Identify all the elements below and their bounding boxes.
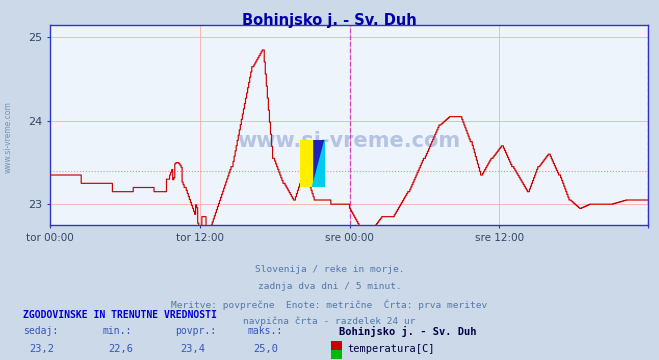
Polygon shape [312,140,325,187]
Text: maks.:: maks.: [247,326,282,336]
Text: 23,2: 23,2 [29,344,54,354]
Text: www.si-vreme.com: www.si-vreme.com [237,131,461,151]
Text: Meritve: povprečne  Enote: metrične  Črta: prva meritev: Meritve: povprečne Enote: metrične Črta:… [171,299,488,310]
Text: min.:: min.: [102,326,132,336]
Text: ZGODOVINSKE IN TRENUTNE VREDNOSTI: ZGODOVINSKE IN TRENUTNE VREDNOSTI [23,310,217,320]
Text: temperatura[C]: temperatura[C] [347,344,435,354]
Text: Slovenija / reke in morje.: Slovenija / reke in morje. [255,265,404,274]
Text: Bohinjsko j. - Sv. Duh: Bohinjsko j. - Sv. Duh [242,13,417,28]
Text: 23,4: 23,4 [181,344,206,354]
Text: zadnja dva dni / 5 minut.: zadnja dva dni / 5 minut. [258,282,401,291]
Text: 22,6: 22,6 [108,344,133,354]
Text: www.si-vreme.com: www.si-vreme.com [3,101,13,173]
Text: 25,0: 25,0 [253,344,278,354]
Text: Bohinjsko j. - Sv. Duh: Bohinjsko j. - Sv. Duh [339,326,477,337]
Text: navpična črta - razdelek 24 ur: navpična črta - razdelek 24 ur [243,316,416,326]
Text: sedaj:: sedaj: [23,326,58,336]
Text: povpr.:: povpr.: [175,326,215,336]
Bar [300,140,312,187]
